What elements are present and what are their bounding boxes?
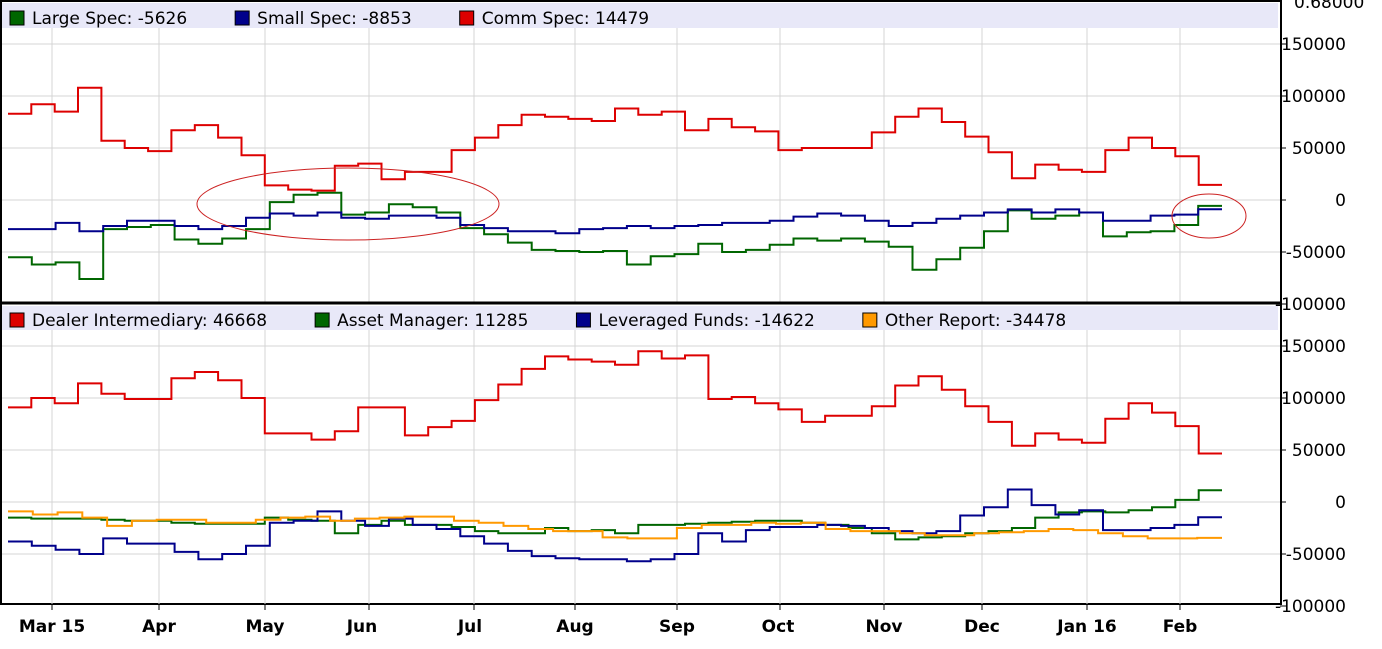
grid [2,28,1280,303]
legend-band [2,306,1278,330]
legend-band [2,3,1278,28]
x-tick-label: Jan 16 [1056,617,1116,637]
series-line-asset-manager [8,489,1222,541]
x-tick-label: Apr [142,617,176,637]
y-tick-label: 50000 [1292,441,1346,461]
highlight-ellipse-may-jul [196,167,500,241]
legend-asset-manager-swatch [314,312,330,328]
x-tick-label: Nov [866,617,903,637]
series-line-other-report [8,510,1222,540]
y-tick-label: -50000 [1286,243,1346,263]
legend: Dealer Intermediary: 46668 Asset Manager:… [9,311,1066,331]
x-tick-label: Jun [346,617,378,637]
y-axis: -100000 -50000 0 50000 100000 150000 [1275,337,1346,617]
grid [2,330,1280,604]
y-tick-label: -100000 [1275,597,1346,617]
x-tick-label: Feb [1163,617,1198,637]
legend-other-report-label: Other Report: -34478 [885,311,1066,331]
legend-small-spec-label: Small Spec: -8853 [257,9,412,29]
x-tick-label: Aug [556,617,593,637]
legend-other-report-swatch [862,312,878,328]
y-tick-label: 50000 [1292,139,1346,159]
y-tick-label: 0 [1335,493,1346,513]
series-line-comm-spec [8,86,1222,192]
series-group [8,350,1222,563]
legend-comm-spec-label: Comm Spec: 14479 [482,9,649,29]
y-tick-label: -50000 [1286,545,1346,565]
x-tick-label: May [246,617,285,637]
y-tick-label: 0 [1335,191,1346,211]
legend: Large Spec: -5626 Small Spec: -8853 Comm S… [9,9,649,29]
x-tick-label: Dec [964,617,1000,637]
legend-large-spec-swatch [9,10,25,26]
x-tick-label: Mar 15 [19,617,85,637]
y-axis: -100000 -50000 0 50000 100000 150000 0.68000 [1275,0,1364,315]
panel-speculators: -100000 -50000 0 50000 100000 150000 0.68000 La… [2,0,1364,315]
series-line-small-spec [8,208,1222,235]
legend-dealer-intermediary-swatch [9,312,25,328]
y-tick-label: 100000 [1281,87,1346,107]
legend-leveraged-funds-swatch [575,312,591,328]
panel-disaggregated: -100000 -50000 0 50000 100000 150000 Dealer In… [2,306,1346,617]
legend-leveraged-funds-label: Leveraged Funds: -14622 [598,311,814,331]
highlight-ellipse-feb [1171,193,1247,239]
legend-large-spec-label: Large Spec: -5626 [32,9,187,29]
series-line-dealer-intermediary [8,350,1222,455]
x-axis: Mar 15 Apr May Jun Jul Aug Sep Oct Nov Dec Jan 16 F… [19,604,1197,637]
x-tick-label: Sep [659,617,695,637]
y-tick-label: 150000 [1281,337,1346,357]
series-group [8,86,1222,280]
series-line-leveraged-funds [8,488,1222,563]
y-tick-label: -100000 [1275,295,1346,315]
y-tick-label: 100000 [1281,389,1346,409]
y-tick-label: 150000 [1281,35,1346,55]
x-tick-label: Oct [762,617,795,637]
legend-asset-manager-label: Asset Manager: 11285 [337,311,528,331]
y-tick-label-top: 0.68000 [1294,0,1364,13]
legend-comm-spec-swatch [459,10,475,26]
legend-small-spec-swatch [234,10,250,26]
legend-dealer-intermediary-label: Dealer Intermediary: 46668 [32,311,267,331]
x-tick-label: Jul [457,617,482,637]
